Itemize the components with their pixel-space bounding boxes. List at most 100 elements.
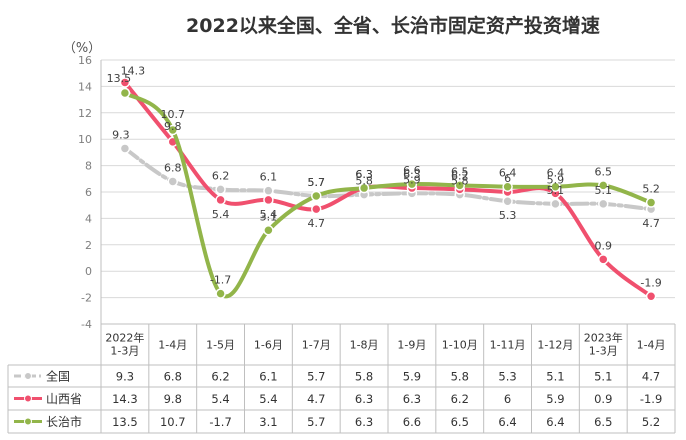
data-label: 6.8 [164, 161, 182, 174]
y-tick-label: 16 [78, 54, 92, 67]
table-cell: 0.9 [594, 392, 612, 406]
table-cell: -1.9 [640, 392, 662, 406]
table-cell: 5.8 [451, 370, 469, 384]
data-label: 6.2 [451, 169, 469, 182]
data-labels: 9.3 6.8 6.2 6.1 5.7 5.8 5.9 5.8 5.3 5.1 5.1 4.7 14.3… [107, 64, 662, 289]
series-point [550, 181, 561, 192]
series-point [215, 184, 226, 195]
x-tick-label: 1-4月 [158, 339, 187, 352]
data-label: 6.5 [595, 165, 613, 178]
table-cell: 6.3 [403, 392, 421, 406]
series-point [119, 87, 131, 99]
data-label: 5.9 [403, 173, 421, 186]
data-label: 0.9 [595, 239, 613, 252]
data-label: 9.3 [112, 128, 130, 141]
y-tick-label: 14 [78, 80, 92, 93]
legend-label: 长治市 [46, 414, 82, 429]
x-tick-label: 1-4月 [637, 339, 666, 352]
data-table: 2022年 1-3月 1-4月 1-5月 1-6月 1-7月 1-8月 1-9月 1-10月 1-… [7, 60, 676, 434]
data-label: 5.1 [595, 184, 613, 197]
y-axis-unit: （%） [63, 41, 101, 56]
table-cell: 5.1 [594, 370, 612, 384]
table-cell: 5.2 [642, 415, 660, 429]
table-cell: 5.4 [259, 392, 277, 406]
series-point [167, 124, 178, 136]
table-cell: 6.5 [451, 415, 469, 429]
legend-marker [24, 394, 32, 403]
x-tick-label: 1-10月 [442, 339, 478, 352]
x-tick-label: 1-7月 [302, 339, 331, 352]
series-point [311, 203, 322, 215]
data-label: 6.3 [355, 168, 373, 181]
x-tick-label: 1-8月 [350, 339, 379, 352]
x-tick-label: 1-5月 [206, 339, 235, 352]
data-label: 6.3 [403, 168, 421, 181]
table-cell: 9.3 [116, 370, 134, 384]
chart-title: 2022以来全国、全省、长治市固定资产投资增速 [186, 14, 600, 37]
series-point [167, 176, 178, 187]
legend-marker [24, 372, 32, 380]
data-label: 6.4 [499, 167, 517, 180]
data-label: 5.7 [308, 176, 326, 189]
table-cell: 3.1 [259, 415, 277, 429]
legend-label: 山西省 [46, 392, 82, 406]
data-label: -1.9 [640, 276, 661, 289]
y-tick-label: -2 [81, 292, 92, 305]
data-label: 5.7 [308, 176, 326, 189]
table-cell: 6.3 [355, 415, 373, 429]
x-tick-label: 1-11月 [490, 339, 526, 352]
series-point [598, 198, 609, 210]
table-cell: 13.5 [112, 415, 138, 429]
table-cell: 5.3 [498, 370, 516, 384]
series-point [119, 77, 131, 88]
series-point [502, 195, 513, 207]
data-label: 9.8 [164, 120, 182, 133]
data-label: 5.8 [355, 175, 373, 188]
table-cell: 5.7 [307, 370, 325, 384]
y-tick-label: -4 [81, 318, 92, 331]
x-tick-label: 1-6月 [254, 339, 283, 352]
data-label: 5.1 [547, 184, 565, 197]
table-cell: -1.7 [209, 415, 231, 429]
y-tick-label: 12 [78, 107, 92, 120]
series-point [263, 185, 274, 196]
data-label: 6.4 [547, 167, 565, 180]
table-cell: 6.2 [211, 370, 229, 384]
series-point [406, 178, 418, 190]
series-point [645, 197, 657, 208]
data-label: 5.9 [547, 173, 565, 186]
data-label: 5.2 [642, 183, 660, 196]
series-point [358, 182, 370, 194]
data-label: 4.7 [308, 217, 326, 230]
data-label: 6.1 [260, 171, 278, 184]
y-tick-label: 2 [85, 239, 92, 252]
data-label: 5.4 [260, 208, 278, 221]
table-cell: 4.7 [642, 370, 660, 384]
x-tick-label: 1-12月 [537, 339, 573, 352]
x-tick-label: 1-9月 [397, 339, 426, 352]
data-label: 5.4 [212, 208, 230, 221]
table-cell: 6.8 [164, 370, 182, 384]
series-point [598, 180, 609, 191]
series-point [454, 180, 465, 191]
series-point [645, 291, 657, 302]
table-cell: 4.7 [307, 392, 325, 406]
data-label: 5.3 [499, 209, 517, 222]
table-cell: 14.3 [112, 392, 138, 406]
series-point [311, 190, 322, 202]
table-cell: 6.3 [355, 392, 373, 406]
table-cell: 5.7 [307, 415, 325, 429]
data-label: 6.5 [451, 165, 469, 178]
y-tick-label: 4 [85, 212, 92, 225]
data-label: 3.1 [260, 210, 278, 223]
table-cell: 6.6 [403, 415, 421, 429]
table-cell: 5.1 [546, 370, 564, 384]
data-label: 6.2 [212, 169, 230, 182]
table-cell: 6.5 [594, 415, 612, 429]
data-label: 6.3 [355, 168, 373, 181]
table-cell: 10.7 [160, 415, 186, 429]
series-point [119, 143, 131, 154]
table-cell: 5.8 [355, 370, 373, 384]
series-point [215, 194, 226, 206]
